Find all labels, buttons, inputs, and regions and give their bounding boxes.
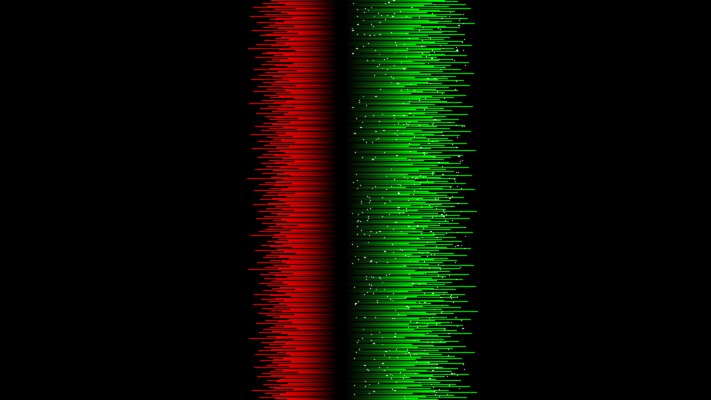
dual-waveform-canvas	[0, 0, 711, 400]
waveform-screen	[0, 0, 711, 400]
